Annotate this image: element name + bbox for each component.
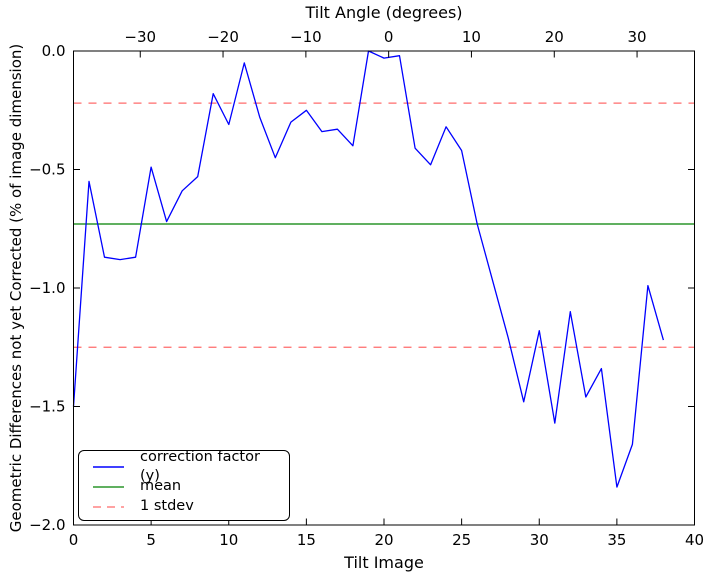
x-tick-label: 20 bbox=[374, 531, 393, 549]
x-tick-label: 25 bbox=[452, 531, 471, 549]
top-tick-label: 30 bbox=[628, 28, 647, 46]
legend-entry-mean: mean bbox=[93, 477, 281, 496]
top-axis-title: Tilt Angle (degrees) bbox=[305, 3, 463, 22]
y-tick-label: 0.0 bbox=[42, 42, 66, 60]
legend-label-mean: mean bbox=[140, 478, 182, 494]
top-tick-label: 0 bbox=[384, 28, 394, 46]
x-tick-label: 30 bbox=[530, 531, 549, 549]
x-tick-label: 0 bbox=[69, 531, 79, 549]
legend-label-correction-factor: correction factor (y) bbox=[140, 448, 260, 484]
x-axis-title: Tilt Image bbox=[344, 553, 424, 572]
top-tick-label: −30 bbox=[124, 28, 156, 46]
y-tick-label: −1.5 bbox=[29, 398, 65, 416]
top-tick-label: 20 bbox=[545, 28, 564, 46]
x-tick-label: 10 bbox=[219, 531, 238, 549]
legend-line-sample-blue bbox=[93, 465, 124, 468]
legend-entry-stdev: 1 stdev bbox=[93, 497, 281, 516]
top-tick-label: −20 bbox=[207, 28, 239, 46]
correction-factor-line bbox=[72, 50, 665, 488]
legend: correction factor (y) mean 1 stdev bbox=[78, 449, 290, 521]
top-tick-label: 10 bbox=[462, 28, 481, 46]
x-tick-label: 35 bbox=[607, 531, 626, 549]
x-tick-label: 5 bbox=[146, 531, 156, 549]
y-axis-title: Geometric Differences not yet Corrected … bbox=[7, 43, 25, 533]
x-tick-label: 15 bbox=[297, 531, 316, 549]
top-tick-label: −10 bbox=[290, 28, 322, 46]
y-tick-label: −2.0 bbox=[29, 516, 65, 534]
legend-entry-correction-factor: correction factor (y) bbox=[93, 449, 281, 484]
legend-line-sample-green bbox=[93, 485, 124, 488]
legend-label-stdev: 1 stdev bbox=[140, 498, 194, 514]
x-tick-label: 40 bbox=[685, 531, 704, 549]
y-tick-label: −0.5 bbox=[29, 161, 65, 179]
legend-line-sample-red-dashed bbox=[93, 505, 124, 508]
y-tick-label: −1.0 bbox=[29, 279, 65, 297]
